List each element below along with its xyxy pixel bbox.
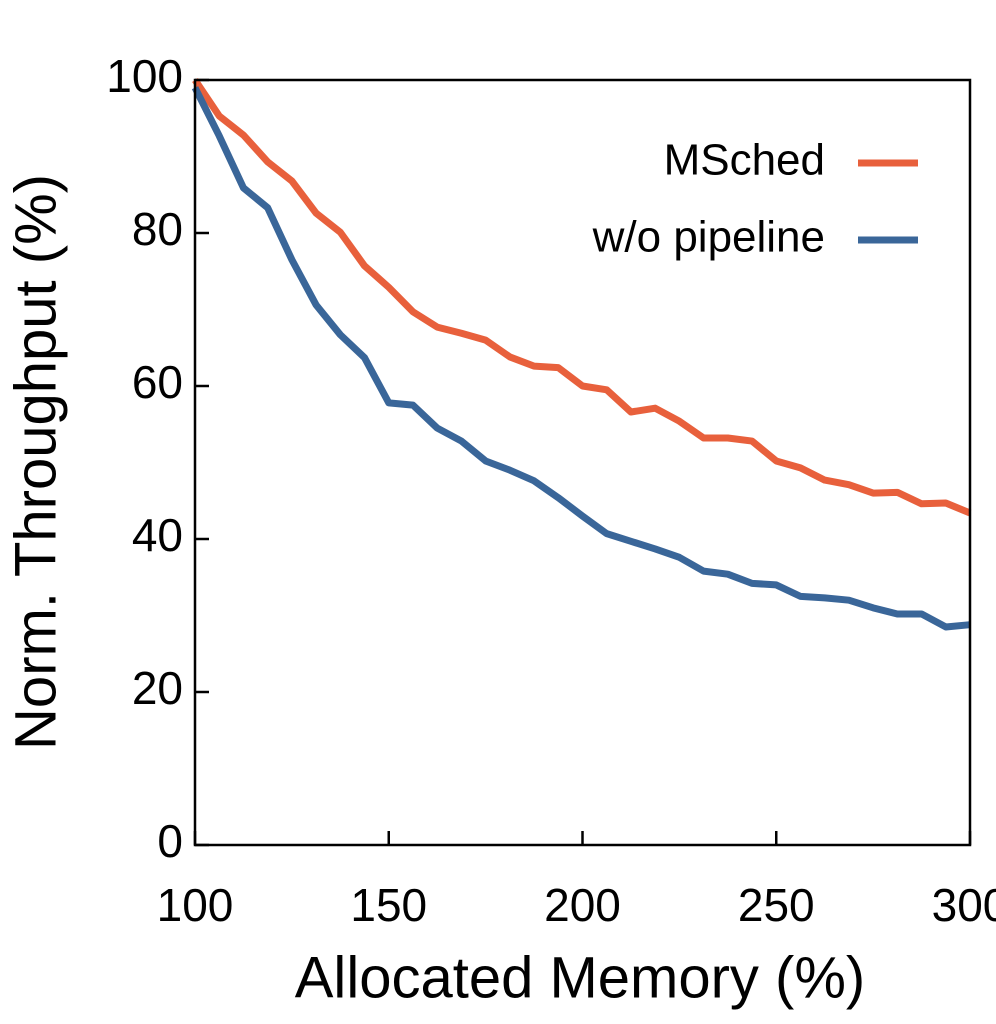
x-tick-label: 100 <box>157 879 234 931</box>
y-tick-label: 80 <box>132 203 183 255</box>
y-tick-label: 60 <box>132 356 183 408</box>
x-tick-label: 150 <box>350 879 427 931</box>
plot-frame <box>193 78 972 847</box>
legend-label: w/o pipeline <box>592 213 825 262</box>
y-tick-label: 0 <box>157 815 183 867</box>
x-axis-label: Allocated Memory (%) <box>295 945 865 1010</box>
data-line <box>192 78 972 517</box>
y-axis-label: Norm. Throughput (%) <box>3 174 68 750</box>
x-tick-label: 300 <box>932 879 996 931</box>
legend-label: MSched <box>664 136 825 185</box>
y-tick-label: 20 <box>132 662 183 714</box>
data-line <box>191 86 971 631</box>
x-tick-label: 200 <box>544 879 621 931</box>
y-tick-label: 40 <box>132 509 183 561</box>
x-tick-label: 250 <box>738 879 815 931</box>
y-tick-label: 100 <box>106 50 183 102</box>
